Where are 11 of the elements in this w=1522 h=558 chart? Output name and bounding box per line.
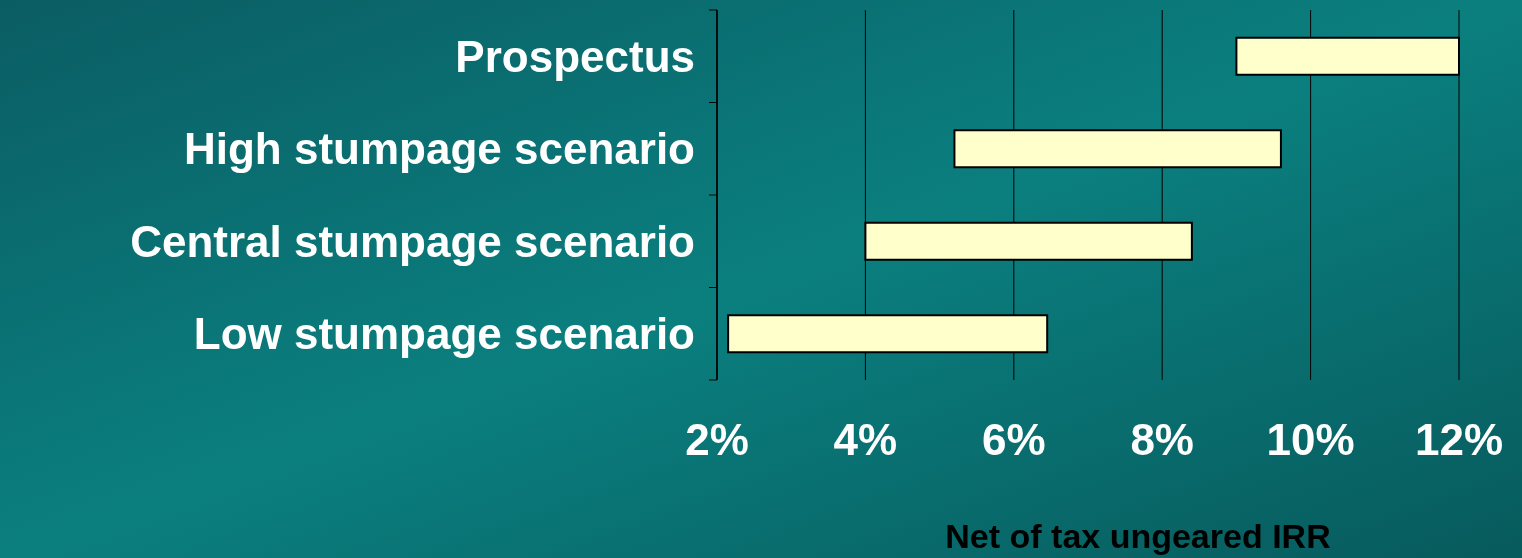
x-tick-label: 10%	[1266, 415, 1355, 464]
x-tick-label: 8%	[1130, 415, 1194, 464]
x-axis-title: Net of tax ungeared IRR	[945, 517, 1331, 555]
y-tick-label: Low stumpage scenario	[193, 309, 695, 359]
y-tick-label: High stumpage scenario	[183, 124, 695, 174]
x-tick-label: 12%	[1414, 415, 1504, 464]
y-tick-label: Prospectus	[455, 31, 695, 81]
x-tick-label: 4%	[833, 415, 898, 464]
y-tick-label: Central stumpage scenario	[130, 216, 695, 266]
x-tick-label: 6%	[982, 415, 1046, 464]
x-tick-label: 2%	[685, 415, 749, 464]
